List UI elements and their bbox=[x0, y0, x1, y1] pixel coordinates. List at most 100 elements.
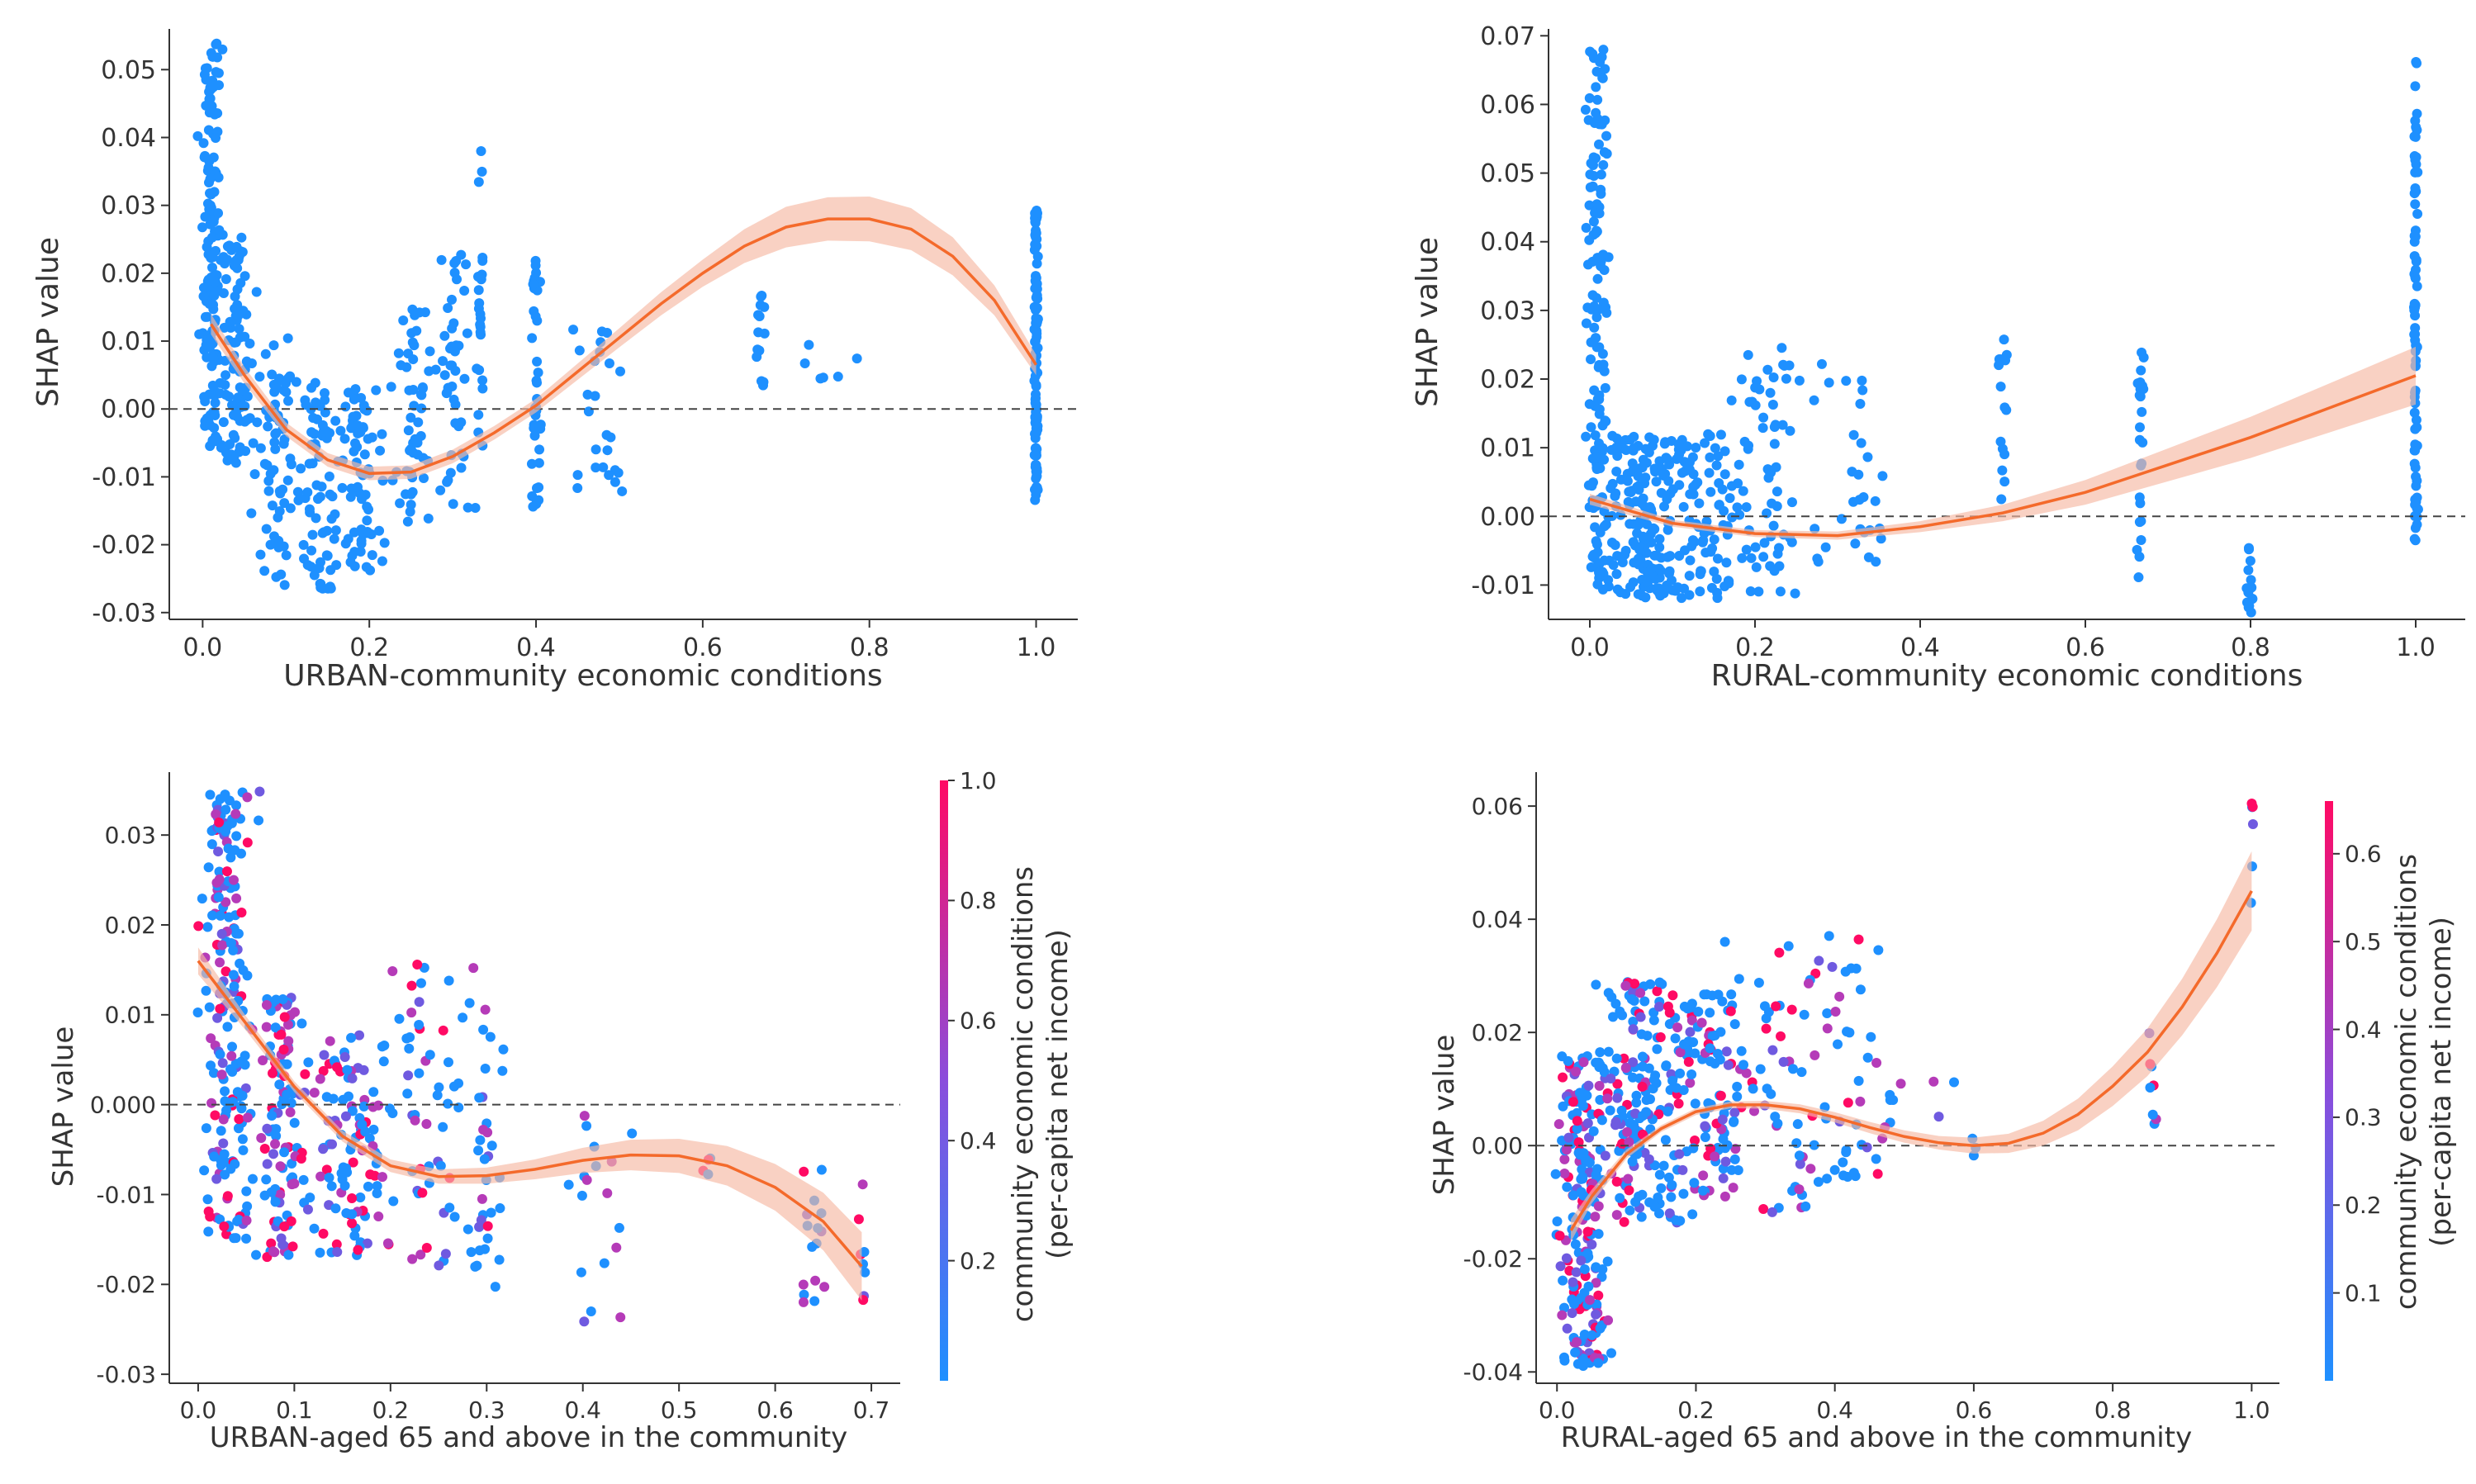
data-point bbox=[450, 418, 461, 429]
data-point bbox=[466, 1247, 477, 1258]
data-point bbox=[1841, 376, 1852, 386]
data-point bbox=[1813, 557, 1824, 567]
data-point bbox=[234, 324, 244, 334]
data-point bbox=[197, 222, 208, 233]
data-point bbox=[287, 1241, 298, 1252]
data-point bbox=[1999, 334, 2009, 345]
x-tick-label: 0.8 bbox=[2094, 1396, 2132, 1424]
data-point bbox=[599, 1258, 610, 1268]
y-tick-label: 0.01 bbox=[1480, 434, 1535, 463]
data-point bbox=[1872, 1169, 1883, 1179]
data-point bbox=[1724, 576, 1734, 586]
data-point bbox=[2132, 544, 2142, 555]
data-point bbox=[240, 1060, 250, 1070]
data-point bbox=[1995, 382, 2006, 392]
data-point bbox=[279, 580, 290, 590]
data-point bbox=[614, 1222, 624, 1233]
data-point bbox=[1768, 520, 1779, 531]
data-point bbox=[1585, 169, 1596, 180]
data-point bbox=[1774, 947, 1785, 958]
data-point bbox=[200, 211, 211, 222]
data-point bbox=[1759, 538, 1770, 548]
data-point bbox=[1583, 1080, 1594, 1091]
data-point bbox=[221, 966, 231, 977]
data-point bbox=[281, 386, 292, 397]
data-point bbox=[1664, 1208, 1675, 1219]
data-point bbox=[301, 400, 311, 410]
data-point bbox=[375, 445, 386, 456]
colorbar: 0.1 0.2 0.3 0.4 0.5 0.6 bbox=[2325, 801, 2382, 1381]
data-point bbox=[1602, 1256, 1613, 1267]
data-point bbox=[342, 1167, 353, 1178]
data-point bbox=[1644, 1154, 1654, 1164]
data-point bbox=[421, 1118, 432, 1129]
data-point bbox=[799, 358, 810, 368]
data-point bbox=[1608, 1012, 1619, 1022]
data-point bbox=[754, 311, 765, 321]
data-point bbox=[2245, 556, 2255, 567]
data-point bbox=[1030, 462, 1041, 472]
data-point bbox=[475, 327, 486, 338]
data-point bbox=[1031, 303, 1041, 314]
data-point bbox=[259, 566, 270, 576]
y-tick-label: -0.01 bbox=[92, 463, 156, 492]
data-point bbox=[1663, 1001, 1673, 1012]
data-point bbox=[1593, 1201, 1604, 1211]
y-tick-label: -0.03 bbox=[92, 599, 156, 628]
data-point bbox=[1628, 1024, 1639, 1035]
data-point bbox=[1583, 1281, 1594, 1292]
data-point bbox=[262, 1159, 273, 1169]
data-point bbox=[1607, 430, 1618, 441]
data-point bbox=[436, 254, 447, 265]
data-point bbox=[498, 1044, 509, 1055]
data-point bbox=[1743, 349, 1753, 360]
data-point bbox=[1654, 533, 1665, 544]
data-point bbox=[1792, 1119, 1803, 1130]
data-point bbox=[1790, 588, 1800, 599]
data-point bbox=[332, 1246, 343, 1257]
data-point bbox=[1736, 374, 1747, 385]
data-point bbox=[1805, 1164, 1816, 1174]
data-point bbox=[349, 561, 360, 571]
data-point bbox=[1655, 590, 1666, 601]
data-point bbox=[532, 356, 543, 367]
data-point bbox=[1681, 441, 1692, 452]
data-point bbox=[1679, 1001, 1690, 1012]
data-point bbox=[1582, 1090, 1592, 1101]
y-tick-label: 0.02 bbox=[1472, 1019, 1523, 1046]
points bbox=[1550, 798, 2258, 1372]
data-point bbox=[2135, 384, 2146, 395]
data-point bbox=[480, 1063, 491, 1074]
data-point bbox=[1768, 372, 1779, 382]
data-point bbox=[238, 965, 249, 975]
data-point bbox=[1719, 446, 1730, 457]
data-point bbox=[1625, 1205, 1635, 1216]
data-point bbox=[1771, 1001, 1781, 1012]
data-point bbox=[462, 502, 473, 513]
panel-urban-economic: 0.0 0.2 0.4 0.6 0.8 1.0 -0.03 -0.02 -0.01 0.00 0.0… bbox=[31, 29, 1078, 693]
data-point bbox=[1791, 1138, 1802, 1149]
data-point bbox=[346, 1032, 357, 1043]
data-point bbox=[1611, 466, 1622, 476]
data-point bbox=[470, 502, 481, 513]
data-point bbox=[217, 230, 228, 240]
y-tick-label: 0.00 bbox=[1480, 503, 1535, 532]
data-point bbox=[225, 439, 235, 450]
data-point bbox=[1603, 1315, 1614, 1325]
data-point bbox=[1635, 988, 1646, 998]
data-point bbox=[1684, 571, 1695, 581]
data-point bbox=[531, 375, 542, 386]
data-point bbox=[1741, 502, 1752, 513]
data-point bbox=[1648, 1074, 1659, 1085]
data-point bbox=[271, 428, 282, 439]
data-point bbox=[1719, 469, 1730, 480]
data-point bbox=[214, 817, 225, 827]
data-point bbox=[394, 1013, 405, 1024]
data-point bbox=[318, 1228, 329, 1239]
data-point bbox=[251, 287, 262, 297]
data-point bbox=[1753, 586, 1764, 597]
data-point bbox=[1741, 544, 1752, 555]
data-point bbox=[1636, 1029, 1647, 1040]
data-point bbox=[2411, 152, 2421, 163]
data-point bbox=[1728, 1183, 1738, 1193]
